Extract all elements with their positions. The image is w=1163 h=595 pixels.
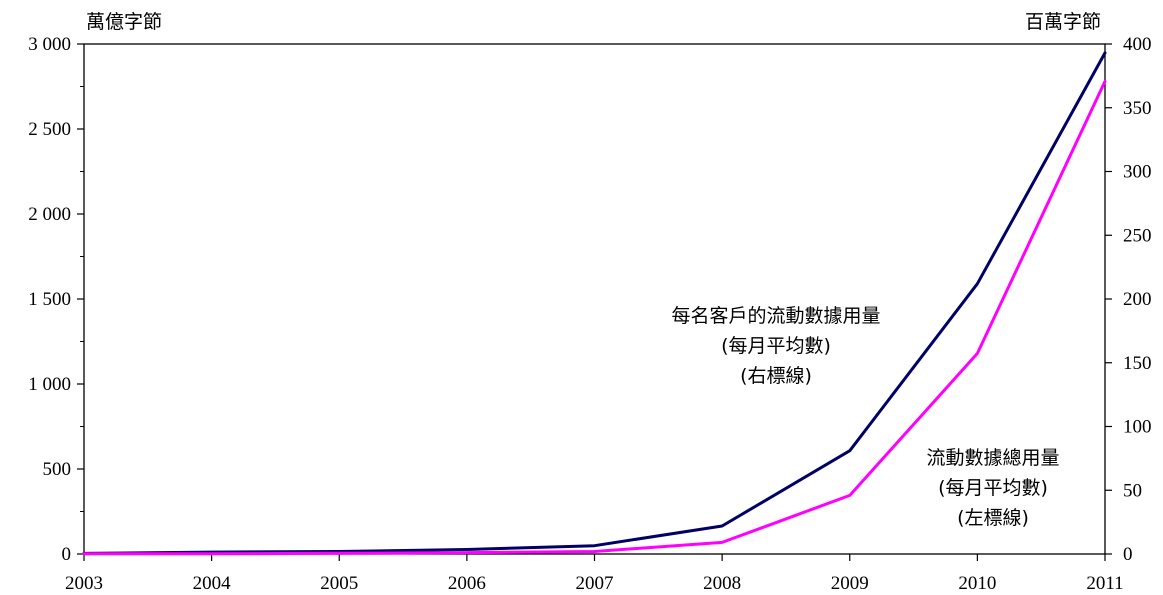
left-y-tick-label: 0: [62, 544, 72, 565]
right-y-tick-label: 0: [1123, 544, 1133, 565]
right-y-tick-label: 400: [1123, 34, 1152, 55]
x-tick-label: 2003: [65, 573, 103, 594]
annotation-total-usage-line1: 流動數據總用量: [926, 447, 1059, 469]
left-y-ticks: 0 500 1 000 1 500 2 000 2 500 3 000: [28, 34, 84, 565]
right-y-ticks: 0 50 100 150 200 250 300 350 400: [1105, 34, 1152, 565]
left-axis-unit-label: 萬億字節: [86, 11, 162, 33]
x-tick-label: 2006: [448, 573, 486, 594]
right-y-tick-label: 350: [1123, 98, 1152, 119]
x-tick-label: 2005: [320, 573, 358, 594]
right-y-tick-label: 50: [1123, 480, 1142, 501]
annotation-total-usage-line2: (每月平均數): [938, 477, 1048, 499]
left-y-tick-label: 3 000: [28, 34, 71, 55]
x-tick-label: 2008: [703, 573, 741, 594]
series-lines: [82, 51, 1107, 556]
annotation-total-usage: 流動數據總用量 (每月平均數) (左標線): [926, 447, 1059, 529]
right-y-tick-label: 100: [1123, 417, 1152, 438]
right-y-tick-label: 150: [1123, 353, 1152, 374]
x-tick-label: 2011: [1086, 573, 1123, 594]
annotation-user-usage: 每名客戶的流動數據用量 (每月平均數) (右標線): [671, 305, 880, 387]
left-y-tick-label: 2 500: [28, 119, 71, 140]
x-tick-label: 2007: [576, 573, 614, 594]
x-tick-label: 2004: [193, 573, 232, 594]
series-line-1: [82, 79, 1107, 556]
x-tick-label: 2009: [831, 573, 869, 594]
right-y-tick-label: 300: [1123, 162, 1152, 183]
x-tick-label: 2010: [958, 573, 996, 594]
right-y-tick-label: 200: [1123, 289, 1152, 310]
right-axis-unit-label: 百萬字節: [1025, 11, 1101, 33]
left-y-tick-label: 500: [43, 459, 72, 480]
right-y-tick-label: 250: [1123, 225, 1152, 246]
annotation-user-usage-line1: 每名客戶的流動數據用量: [671, 305, 880, 327]
annotation-user-usage-line3: (右標線): [740, 365, 812, 387]
left-y-tick-label: 1 500: [28, 289, 71, 310]
left-y-tick-label: 2 000: [28, 204, 71, 225]
left-y-tick-label: 1 000: [28, 374, 71, 395]
x-ticks: 2003 2004 2005 2006 2007 2008 2009 2010 2011: [65, 554, 1124, 594]
series-line-0: [82, 51, 1107, 555]
annotation-total-usage-line3: (左標線): [957, 507, 1029, 529]
annotation-user-usage-line2: (每月平均數): [721, 335, 831, 357]
